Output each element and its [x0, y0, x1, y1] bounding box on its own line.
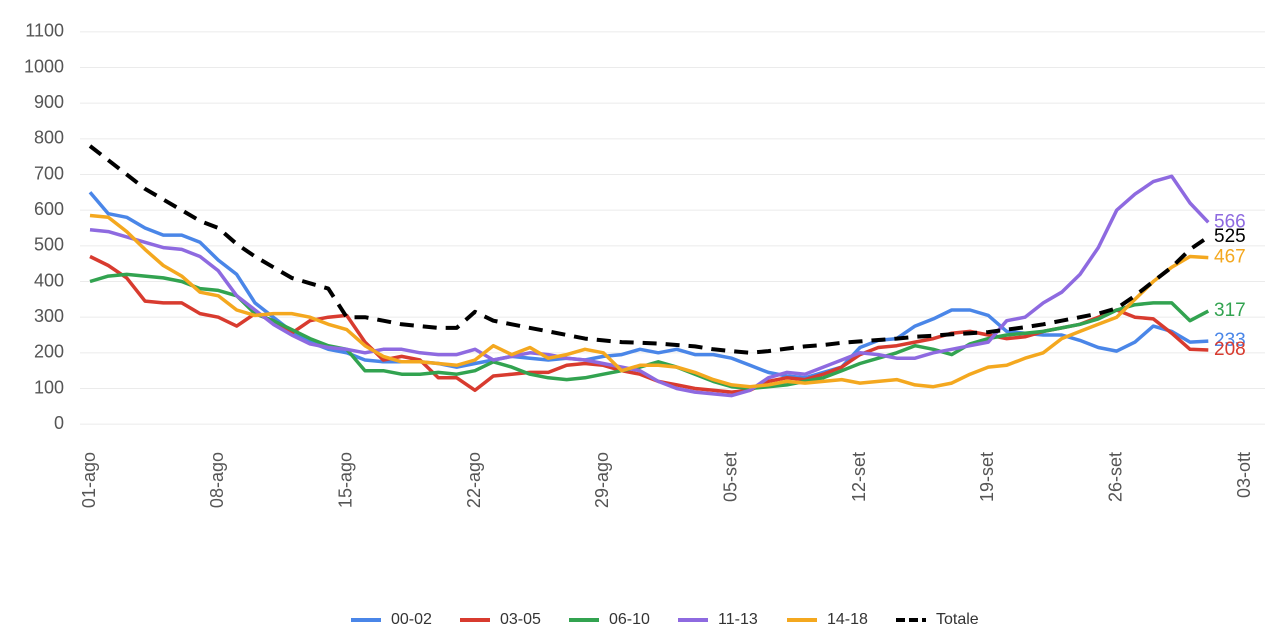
legend-item: Totale — [896, 611, 979, 628]
end-label: 317 — [1214, 300, 1246, 321]
series-line — [88, 144, 1210, 355]
legend-label: 03-05 — [500, 611, 541, 628]
y-tick-label: 1100 — [25, 21, 64, 41]
x-tick-label: 03-ott — [1234, 452, 1254, 498]
x-tick-label: 22-ago — [464, 452, 484, 508]
x-tick-label: 29-ago — [592, 452, 612, 508]
x-tick-label: 05-set — [720, 452, 740, 502]
y-tick-label: 600 — [34, 199, 64, 219]
x-tick-label: 19-set — [977, 452, 997, 502]
series-line — [89, 174, 1210, 398]
legend-item: 11-13 — [678, 611, 758, 628]
series-line — [89, 272, 1210, 391]
legend-item: 14-18 — [787, 611, 868, 628]
y-tick-label: 800 — [34, 128, 64, 148]
y-tick-label: 900 — [34, 92, 64, 112]
end-label: 566 — [1214, 211, 1246, 232]
series-line — [89, 213, 1209, 389]
y-tick-label: 700 — [34, 163, 64, 183]
y-tick-label: 1000 — [24, 56, 64, 76]
legend-item: 06-10 — [569, 611, 650, 628]
y-tick-label: 100 — [34, 377, 64, 397]
legend-label: Totale — [936, 611, 979, 628]
y-tick-label: 200 — [34, 342, 64, 362]
legend-label: 11-13 — [718, 611, 758, 628]
legend-item: 03-05 — [460, 611, 541, 628]
y-tick-label: 0 — [54, 413, 64, 433]
y-tick-label: 400 — [34, 270, 64, 290]
x-tick-label: 08-ago — [207, 452, 227, 508]
series-line — [88, 191, 1209, 380]
legend-label: 14-18 — [827, 611, 868, 628]
x-tick-label: 26-set — [1105, 452, 1125, 502]
x-tick-label: 15-ago — [335, 452, 355, 508]
y-tick-label: 500 — [34, 235, 64, 255]
legend-label: 00-02 — [391, 611, 432, 628]
legend-label: 06-10 — [609, 611, 650, 628]
x-tick-label: 12-set — [849, 452, 869, 502]
end-label: 525 — [1214, 226, 1246, 247]
end-label: 467 — [1214, 247, 1246, 268]
end-label: 208 — [1214, 339, 1246, 360]
end-label: 233 — [1214, 330, 1246, 351]
x-tick-label: 01-ago — [79, 452, 99, 508]
legend-item: 00-02 — [351, 611, 432, 628]
y-tick-label: 300 — [34, 306, 64, 326]
